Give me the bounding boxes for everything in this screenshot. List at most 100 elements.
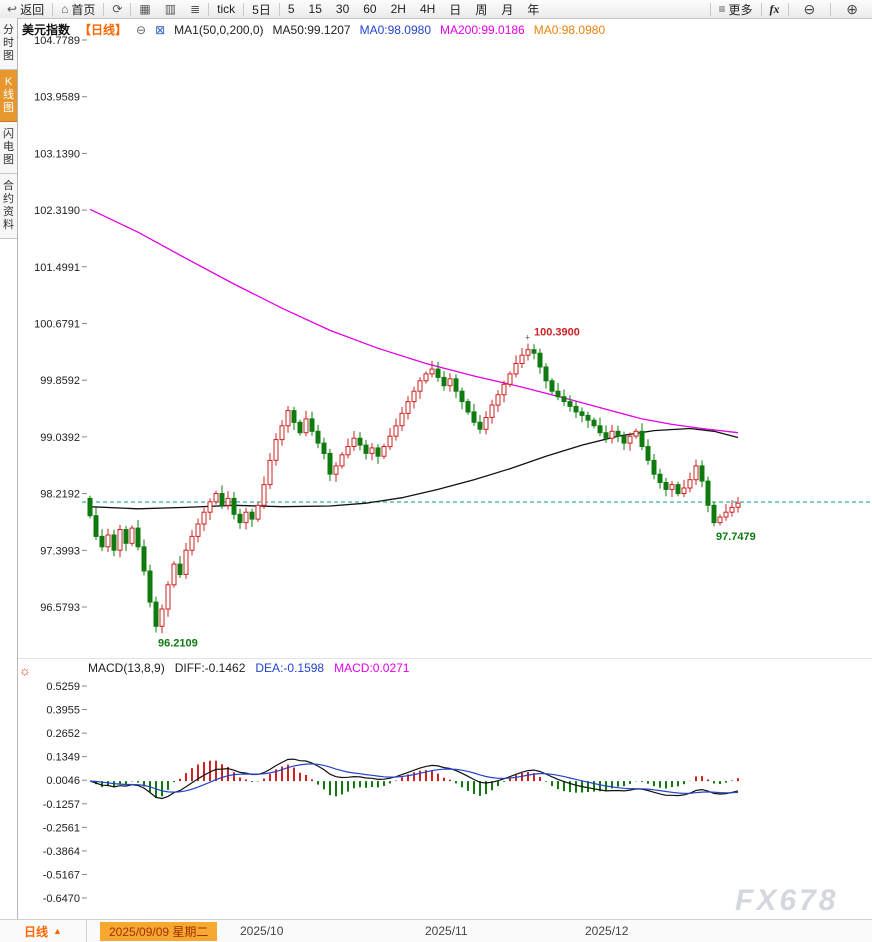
svg-text:-0.2561: -0.2561 (43, 822, 80, 834)
period-button[interactable]: 周 (468, 0, 494, 18)
axis-month-label: 2025/11 (425, 924, 468, 938)
svg-text:-0.1257: -0.1257 (43, 799, 80, 811)
period-button[interactable]: 5 (281, 0, 302, 18)
toolbar-divider (103, 3, 104, 16)
period-button[interactable]: 月 (494, 0, 520, 18)
axis-month-label: 2025/10 (240, 924, 283, 938)
period-button[interactable]: 15 (302, 0, 329, 18)
bar-chart-type-button[interactable]: ▥ (158, 0, 183, 18)
ma-settings-icon[interactable]: ⊠ (155, 23, 165, 37)
svg-text:0.3955: 0.3955 (46, 705, 80, 717)
svg-text:103.9589: 103.9589 (34, 92, 80, 104)
svg-text:0.1349: 0.1349 (46, 752, 80, 764)
main-price-chart[interactable]: 104.7789103.9589103.1390102.3190101.4991… (18, 30, 872, 652)
svg-text:98.2192: 98.2192 (40, 489, 80, 501)
home-button[interactable]: ⌂ 首页 (54, 0, 102, 18)
macd-params-label: MACD(13,8,9) (88, 661, 165, 675)
sidebar-item-time-chart[interactable]: 分时图 (0, 18, 17, 70)
svg-text:100.6791: 100.6791 (34, 319, 80, 331)
refresh-icon: ⟳ (112, 2, 122, 16)
period-button[interactable]: 4H (413, 0, 442, 18)
top-toolbar: ↩ 返回 ⌂ 首页 ⟳ ▦ ▥ ≣ tick 5日 5 15 30 60 2H … (0, 0, 872, 19)
period-button[interactable]: 60 (356, 0, 383, 18)
svg-text:+: + (525, 333, 530, 343)
fx678-watermark: FX678 (735, 884, 838, 918)
refresh-button[interactable]: ⟳ (105, 0, 129, 18)
back-button[interactable]: ↩ 返回 (0, 0, 51, 18)
bottom-time-axis-bar: 日线 ▲ 2025/09/09 星期二 2025/10 2025/11 2025… (0, 919, 872, 942)
period-button[interactable]: 2H (384, 0, 413, 18)
period-button[interactable]: 5日 (245, 0, 278, 18)
period-selector-label: 日线 (24, 923, 48, 940)
period-selector[interactable]: 日线 ▲ (0, 920, 87, 942)
indicator-settings-icon[interactable]: ☼ (19, 663, 31, 678)
period-button[interactable]: 日 (442, 0, 468, 18)
macd-legend: MACD(13,8,9) DIFF:-0.1462 DEA:-0.1598 MA… (88, 661, 409, 675)
ma-group-label: MA1(50,0,200,0) (174, 23, 263, 37)
period-button[interactable]: 年 (520, 0, 546, 18)
volume-chart-icon: ≣ (190, 2, 200, 16)
svg-text:-0.5167: -0.5167 (43, 869, 80, 881)
svg-text:101.4991: 101.4991 (34, 262, 80, 274)
sidebar-item-lightning-chart[interactable]: 闪电图 (0, 122, 17, 174)
svg-text:0.0046: 0.0046 (46, 775, 80, 787)
formula-fx-button[interactable]: fx (763, 0, 787, 18)
svg-text:100.3900: 100.3900 (534, 327, 580, 339)
toolbar-divider (279, 3, 280, 16)
period-button[interactable]: 30 (329, 0, 356, 18)
svg-text:99.0392: 99.0392 (40, 432, 80, 444)
collapse-icon[interactable]: ⊖ (136, 23, 146, 37)
more-label: 更多 (729, 1, 753, 18)
menu-icon: ≡ (719, 2, 726, 16)
svg-text:0.2652: 0.2652 (46, 728, 80, 740)
period-button[interactable]: tick (210, 0, 242, 18)
svg-text:103.1390: 103.1390 (34, 148, 80, 160)
back-icon: ↩ (7, 2, 17, 16)
toolbar-divider (130, 3, 131, 16)
macd-dea-value: DEA:-0.1598 (255, 661, 324, 675)
left-sidebar: 分时图 K线图 闪电图 合约资料 (0, 18, 18, 941)
ma200-value: MA200:99.0186 (440, 23, 525, 37)
kline-chart-type-button[interactable]: ▦ (132, 0, 157, 18)
more-button[interactable]: ≡ 更多 (712, 0, 760, 18)
svg-text:97.7479: 97.7479 (716, 531, 756, 543)
toolbar-divider (208, 3, 209, 16)
svg-text:102.3190: 102.3190 (34, 205, 80, 217)
svg-text:97.3993: 97.3993 (40, 545, 80, 557)
svg-text:-0.6470: -0.6470 (43, 893, 80, 905)
svg-text:99.8592: 99.8592 (40, 375, 80, 387)
zoom-in-icon[interactable]: ⊕ (832, 0, 872, 18)
kline-chart-icon: ▦ (139, 2, 150, 16)
toolbar-divider (243, 3, 244, 16)
axis-month-label: 2025/12 (585, 924, 628, 938)
macd-indicator-chart[interactable]: 0.5259 0.3955 0.2652 0.1349 0.0046 -0.1257 -0.… (18, 678, 872, 918)
sidebar-item-contract-info[interactable]: 合约资料 (0, 174, 17, 239)
toolbar-divider (710, 3, 711, 16)
ma0-orange-value: MA0:98.0980 (534, 23, 605, 37)
volume-chart-type-button[interactable]: ≣ (183, 0, 207, 18)
symbol-name: 美元指数 (22, 21, 70, 38)
toolbar-divider (830, 3, 831, 16)
sidebar-item-kline-chart[interactable]: K线图 (0, 70, 17, 122)
main-chart-legend: 美元指数 【日线】 ⊖ ⊠ MA1(50,0,200,0) MA50:99.12… (22, 21, 605, 38)
svg-text:96.5793: 96.5793 (40, 602, 80, 614)
home-icon: ⌂ (61, 2, 68, 16)
toolbar-divider (761, 3, 762, 16)
svg-text:96.2109: 96.2109 (158, 638, 198, 650)
zoom-out-icon[interactable]: ⊖ (790, 0, 830, 18)
toolbar-right-group: ≡ 更多 fx ⊖ ⊕ (709, 0, 872, 18)
macd-diff-value: DIFF:-0.1462 (175, 661, 246, 675)
svg-text:-0.3864: -0.3864 (43, 846, 80, 858)
panel-divider (18, 658, 872, 659)
back-label: 返回 (20, 1, 44, 18)
bar-chart-icon: ▥ (165, 2, 176, 16)
dropdown-arrow-icon: ▲ (53, 926, 62, 936)
ma0-blue-value: MA0:98.0980 (360, 23, 431, 37)
macd-hist-value: MACD:0.0271 (334, 661, 409, 675)
toolbar-divider (52, 3, 53, 16)
toolbar-divider (788, 3, 789, 16)
symbol-period: 【日线】 (79, 21, 127, 38)
home-label: 首页 (71, 1, 95, 18)
current-date-highlight: 2025/09/09 星期二 (100, 922, 217, 941)
svg-text:0.5259: 0.5259 (46, 681, 80, 693)
